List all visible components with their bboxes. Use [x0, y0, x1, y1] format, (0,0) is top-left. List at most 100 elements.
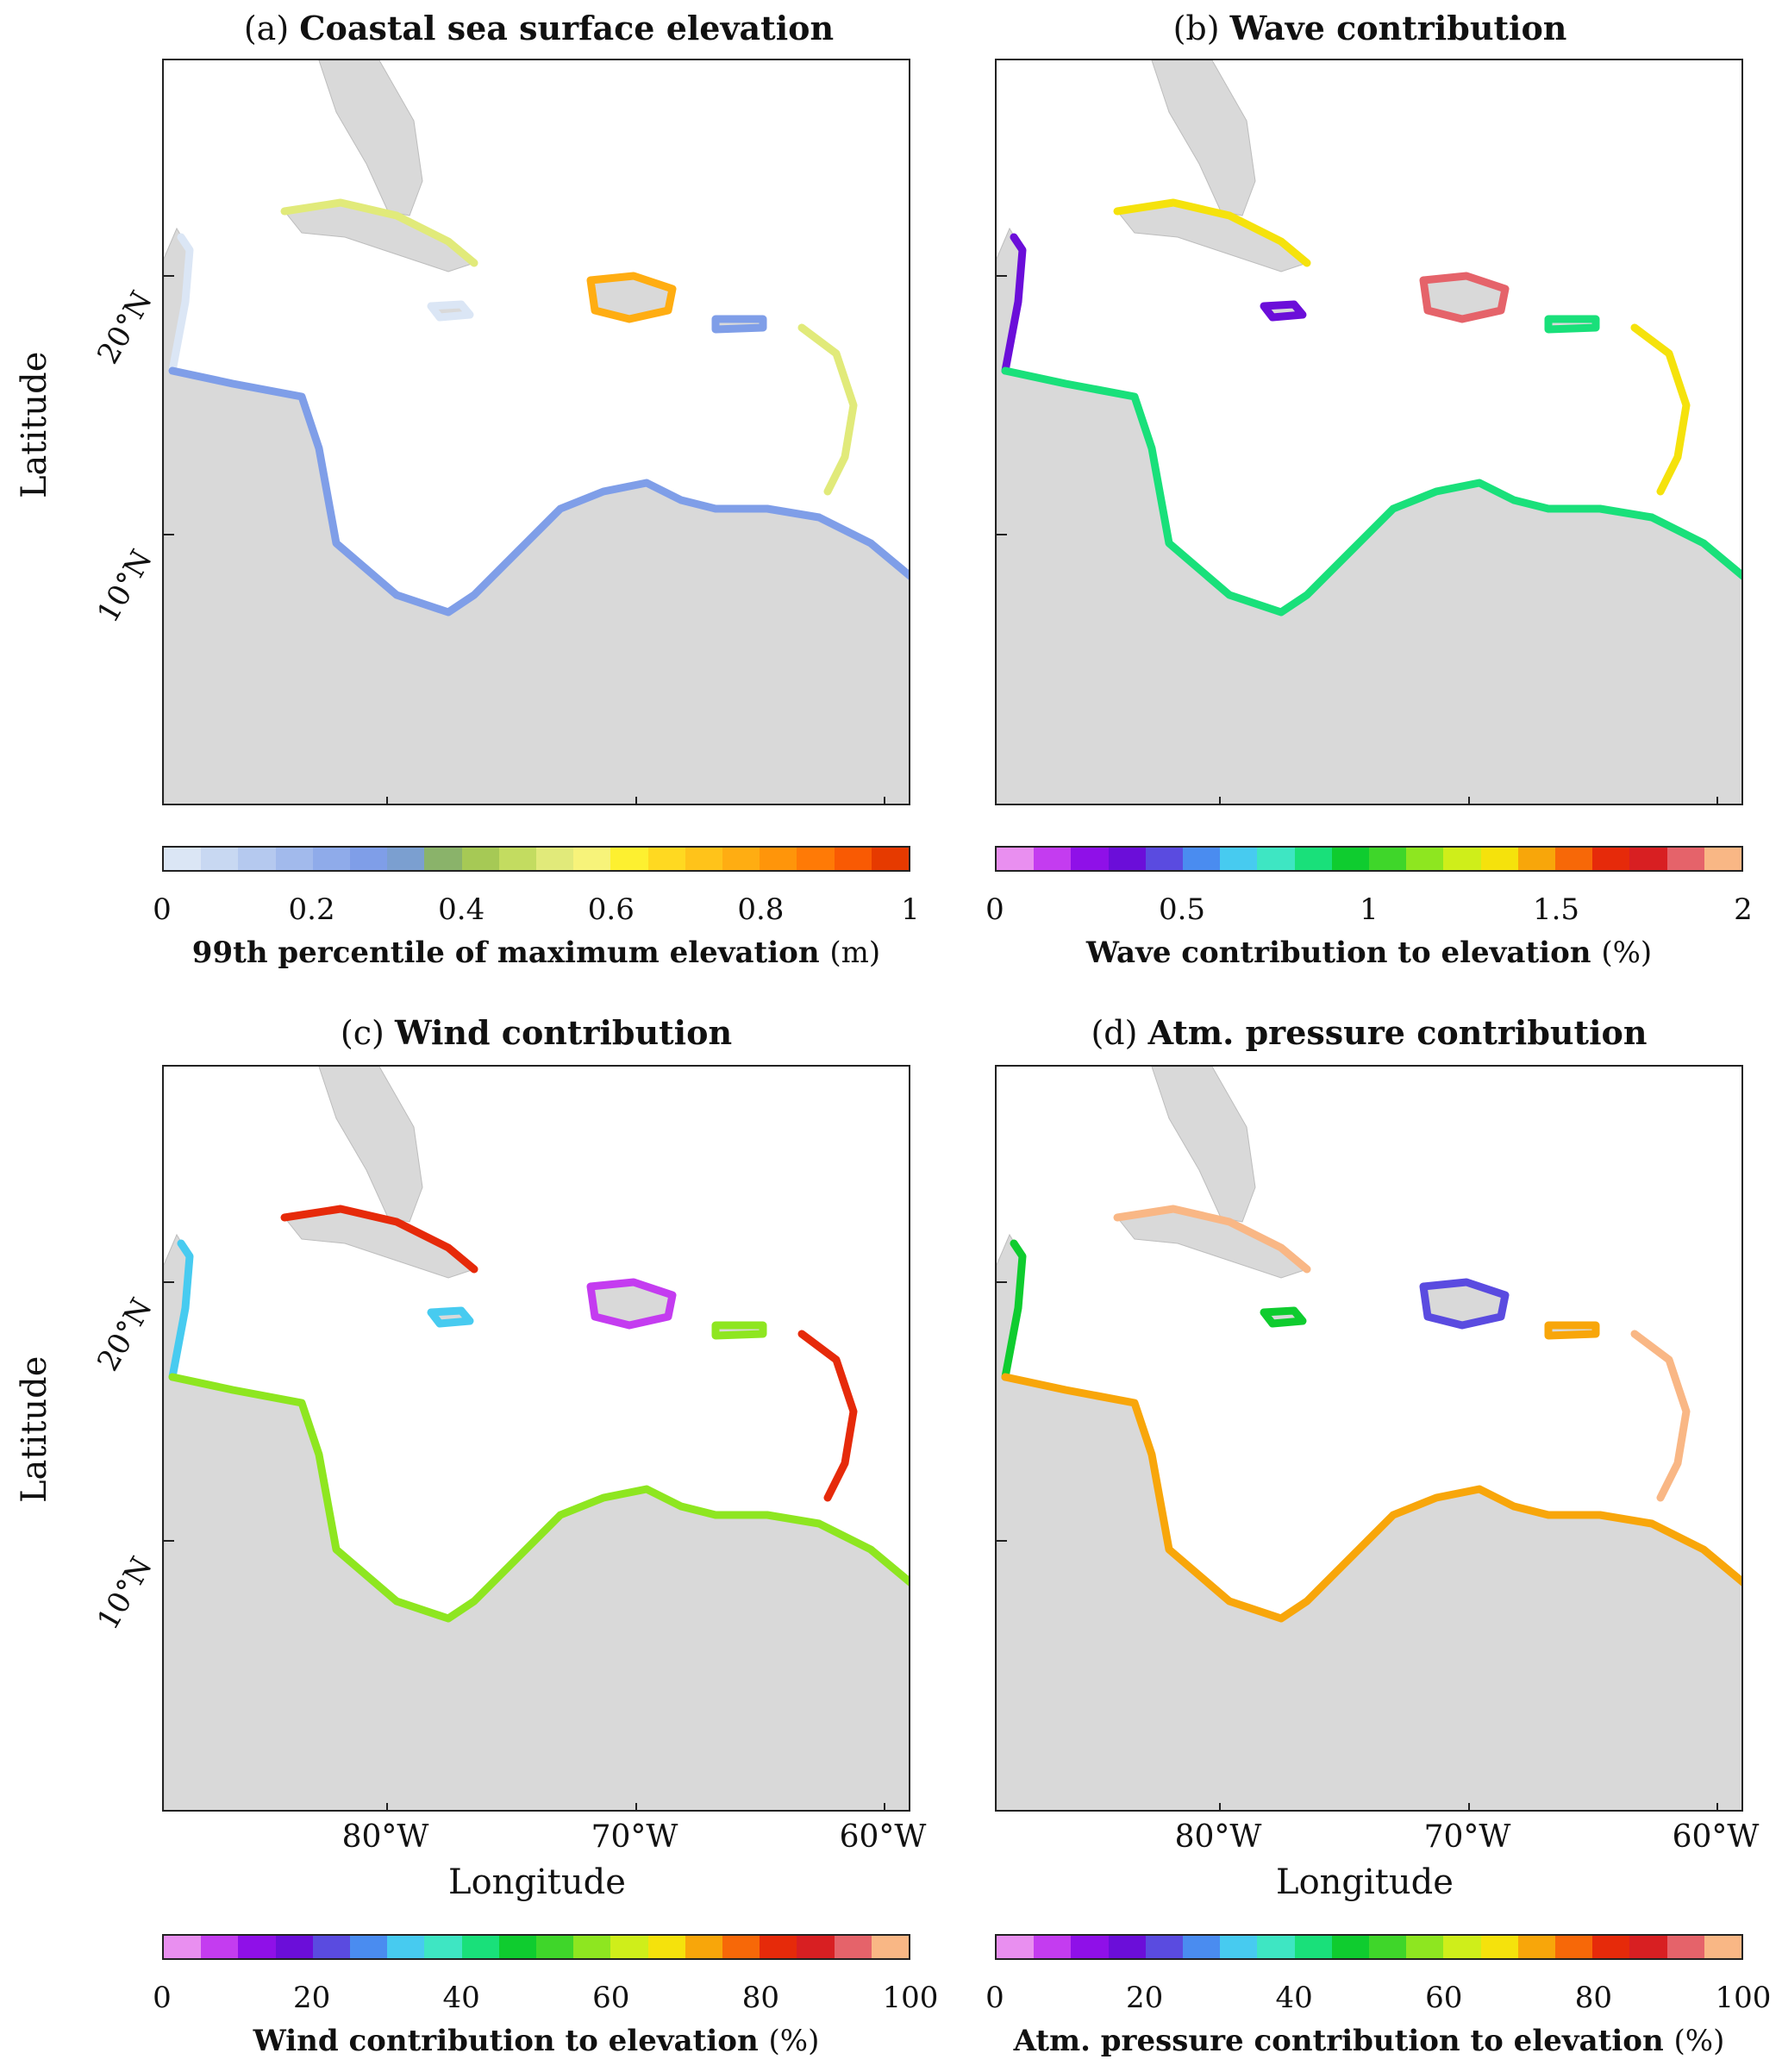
colorbar-tick-label: 20: [292, 1981, 331, 2015]
lon-tick-80w-right: 80°W: [1174, 1819, 1262, 1855]
colorbar-segment: [238, 848, 276, 870]
colorbar-segment: [1517, 1936, 1556, 1958]
coastal-elevation-track: [280, 1205, 478, 1274]
panel-d-colorbar-label: Atm. pressure contribution to elevation …: [995, 2024, 1743, 2058]
colorbar-segment: [797, 848, 835, 870]
colorbar-segment: [536, 1936, 574, 1958]
coastal-elevation-track: [1001, 1373, 1741, 1623]
y-axis-title-bottom: Latitude: [15, 1355, 54, 1503]
colorbar-tick-label: 0: [153, 1981, 172, 2015]
lat-tick-20n-top: 20°N: [91, 285, 159, 370]
colorbar-segment: [498, 848, 537, 870]
coastal-elevation-track: [168, 1373, 909, 1623]
colorbar-segment: [1629, 1936, 1667, 1958]
colorbar-segment: [1369, 848, 1407, 870]
colorbar-tick-label: 100: [882, 1981, 939, 2015]
colorbar-segment: [610, 848, 648, 870]
colorbar-segment: [1071, 1936, 1109, 1958]
colorbar-segment: [997, 848, 1035, 870]
colorbar-tick-label: 80: [741, 1981, 780, 2015]
lon-tick-60w-right: 60°W: [1672, 1819, 1760, 1855]
coastal-elevation-track: [168, 233, 194, 375]
panel-b-colorbar: [995, 846, 1743, 872]
colorbar-segment: [1145, 848, 1184, 870]
lat-tick-20n-bottom: 20°N: [91, 1293, 159, 1377]
coastal-elevation-track: [1630, 323, 1691, 496]
panel-c-colorbar-unit: (%): [768, 2024, 820, 2058]
lon-tick-60w-left: 60°W: [839, 1819, 927, 1855]
colorbar-tick-label: 1: [901, 892, 920, 927]
colorbar-tick-label: 40: [1275, 1981, 1313, 2015]
colorbar-tick-label: 80: [1574, 1981, 1613, 2015]
land-mass: [318, 1067, 423, 1223]
panel-a-colorbar: [162, 846, 910, 872]
panel-b-tag: (b): [1172, 9, 1220, 47]
colorbar-segment: [424, 848, 462, 870]
colorbar-segment: [1220, 1936, 1258, 1958]
colorbar-segment: [164, 848, 202, 870]
panel-d-tag: (d): [1091, 1014, 1138, 1052]
colorbar-segment: [275, 1936, 313, 1958]
colorbar-segment: [1331, 1936, 1370, 1958]
colorbar-segment: [610, 1936, 648, 1958]
panel-a-colorbar-label-text: 99th percentile of maximum elevation: [191, 936, 820, 970]
colorbar-tick-label: 0: [153, 892, 172, 927]
colorbar-segment: [871, 848, 910, 870]
colorbar-tick-label: 0.4: [438, 892, 485, 927]
colorbar-segment: [1704, 1936, 1742, 1958]
coastal-elevation-track: [1630, 1330, 1691, 1502]
coastal-elevation-track: [280, 198, 478, 267]
panel-a-title: (a) Coastal sea surface elevation: [164, 9, 914, 47]
colorbar-segment: [1145, 1936, 1184, 1958]
colorbar-segment: [834, 1936, 872, 1958]
colorbar-segment: [1555, 1936, 1593, 1958]
colorbar-segment: [1257, 1936, 1295, 1958]
colorbar-segment: [647, 848, 685, 870]
panel-c-map: [162, 1065, 910, 1812]
land-mass: [1151, 1067, 1256, 1223]
colorbar-tick-label: 0: [985, 1981, 1004, 2015]
colorbar-segment: [1480, 1936, 1518, 1958]
coastal-elevation-track: [711, 315, 767, 334]
x-axis-title-right: Longitude: [1276, 1862, 1454, 1902]
colorbar-segment: [1108, 1936, 1146, 1958]
coastal-elevation-track: [1113, 198, 1311, 267]
panel-a-colorbar-label: 99th percentile of maximum elevation (m): [162, 936, 910, 970]
coastal-elevation-track: [1419, 272, 1510, 323]
colorbar-segment: [1257, 848, 1295, 870]
colorbar-tick-label: 0.5: [1158, 892, 1206, 927]
panel-c-colorbar-label: Wind contribution to elevation (%): [162, 2024, 910, 2058]
panel-a-map-svg: [164, 60, 909, 804]
coastal-elevation-track: [797, 323, 858, 496]
panel-b-colorbar-label-text: Wave contribution to elevation: [1085, 936, 1591, 970]
colorbar-segment: [312, 1936, 351, 1958]
colorbar-segment: [1704, 848, 1742, 870]
coastal-elevation-track: [1001, 366, 1741, 617]
colorbar-segment: [647, 1936, 685, 1958]
colorbar-tick-label: 20: [1125, 1981, 1164, 2015]
panel-b-colorbar-label: Wave contribution to elevation (%): [995, 936, 1743, 970]
colorbar-segment: [1666, 1936, 1704, 1958]
colorbar-segment: [834, 848, 872, 870]
coastal-elevation-track: [1544, 315, 1600, 334]
panel-a-tag: (a): [243, 9, 290, 47]
colorbar-tick-label: 1.5: [1532, 892, 1580, 927]
coastal-elevation-track: [427, 300, 474, 322]
colorbar-segment: [871, 1936, 910, 1958]
colorbar-segment: [685, 848, 723, 870]
colorbar-segment: [1034, 1936, 1072, 1958]
lat-tick-10n-bottom: 10°N: [91, 1551, 159, 1636]
coastal-elevation-track: [427, 1306, 474, 1328]
colorbar-segment: [387, 848, 425, 870]
colorbar-tick-label: 100: [1715, 1981, 1772, 2015]
colorbar-segment: [350, 1936, 388, 1958]
colorbar-segment: [536, 848, 574, 870]
lon-tick-70w-left: 70°W: [591, 1819, 678, 1855]
colorbar-segment: [461, 1936, 499, 1958]
colorbar-segment: [1294, 848, 1332, 870]
colorbar-segment: [238, 1936, 276, 1958]
colorbar-segment: [1220, 848, 1258, 870]
land-mass: [1151, 60, 1256, 216]
colorbar-segment: [1034, 848, 1072, 870]
panel-b-title: (b) Wave contribution: [996, 9, 1744, 47]
